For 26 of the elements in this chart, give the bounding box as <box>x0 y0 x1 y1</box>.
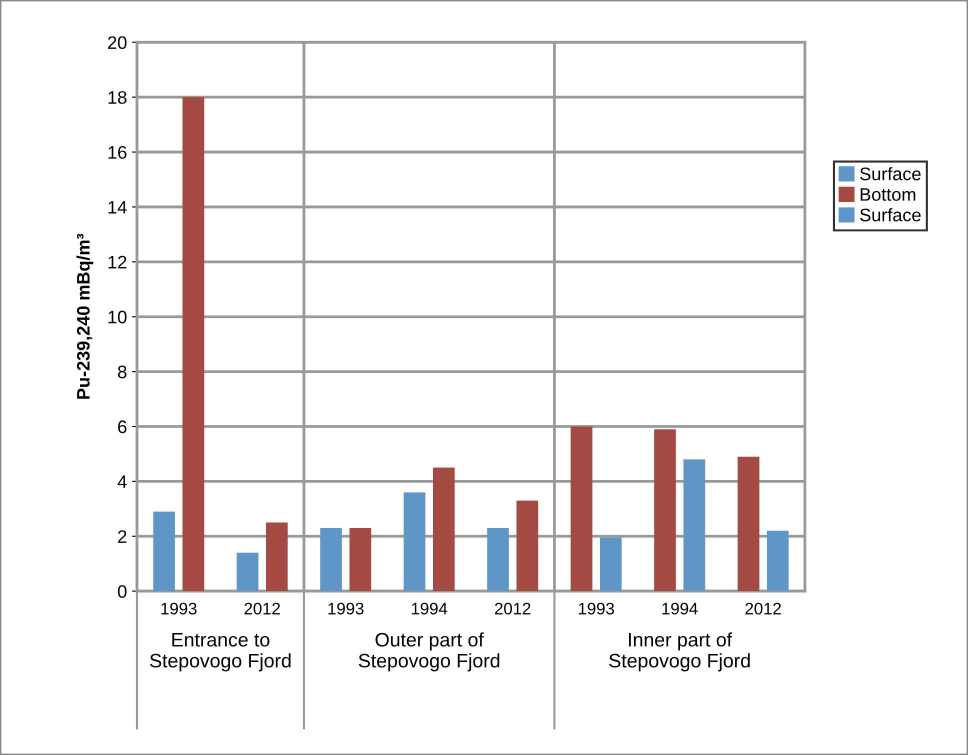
y-tick-label: 6 <box>118 420 126 434</box>
y-tick-label: 18 <box>108 91 126 104</box>
x-tick-label: 1993 <box>578 602 614 615</box>
text: Inner part of Stepovogo Fjord <box>609 632 750 672</box>
x-tick-label: 1993 <box>328 602 364 615</box>
text: Outer part of Stepovogo Fjord <box>358 632 500 672</box>
y-axis-title: Pu-239,240 mBq/m³ <box>76 234 94 399</box>
y-tick-label: 20 <box>108 36 127 49</box>
legend-label: Bottom <box>860 188 916 201</box>
y-tick-label: 2 <box>118 530 126 543</box>
y-tick-label: 4 <box>118 476 127 488</box>
x-tick-label: 1993 <box>161 602 197 615</box>
y-tick-label: 8 <box>118 366 126 378</box>
text: Entrance to Stepovogo Fjord <box>150 633 291 672</box>
x-tick-label: 2012 <box>745 602 781 615</box>
y-tick-label: 10 <box>108 310 127 324</box>
x-tick-label: 2012 <box>494 602 530 615</box>
legend-label: Surface <box>860 208 921 222</box>
y-tick-label: 14 <box>108 201 127 214</box>
x-tick-label: 1994 <box>662 602 698 615</box>
y-tick-label: 12 <box>108 256 126 268</box>
x-tick-label: 1994 <box>412 602 448 615</box>
x-tick-label: 2012 <box>244 602 280 615</box>
legend-label: Surface <box>860 167 921 180</box>
y-tick-label: 0 <box>118 585 127 598</box>
y-tick-label: 16 <box>108 146 126 159</box>
